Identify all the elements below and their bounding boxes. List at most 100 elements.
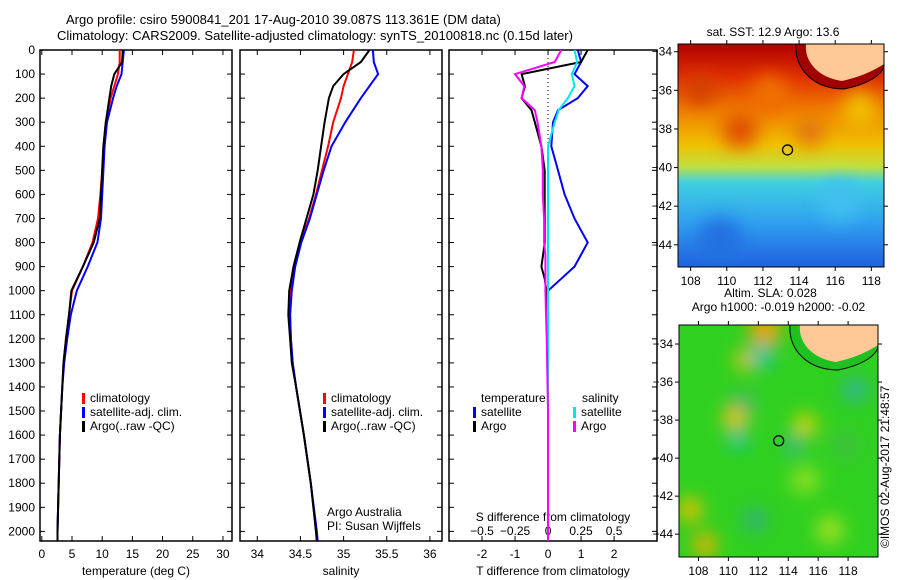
series-s-satellite <box>547 49 579 541</box>
legend-swatch <box>573 421 576 432</box>
map-title: Argo h1000: -0.019 h2000: -0.02 <box>692 300 866 314</box>
sst_map-field <box>678 44 884 267</box>
sla_map-field <box>679 325 878 557</box>
y-tick-label: 1600 <box>8 428 35 442</box>
lon-tick-label: 116 <box>826 274 845 288</box>
sla_map-frame <box>678 324 879 558</box>
legend-header: temperature <box>481 391 546 405</box>
x-tick-label: 36 <box>423 547 437 561</box>
y-tick-label: 2000 <box>8 524 35 538</box>
sst_map-frame <box>677 43 885 268</box>
series-climatology <box>56 50 121 541</box>
y-tick-label: 0 <box>28 43 35 57</box>
x-axis-label: salinity <box>323 564 360 578</box>
s-axis-label: S difference from climatology <box>476 510 631 524</box>
x-tick-label: 15 <box>126 547 140 561</box>
legend-label: satellite <box>481 405 522 419</box>
y-tick-label: 1800 <box>8 476 35 490</box>
x-tick-label: 0 <box>545 547 552 561</box>
x-tick-label: -2 <box>477 547 488 561</box>
temperature-panel: 0100200300400500600700800900100011001200… <box>8 43 233 578</box>
s-tick-label: 0.5 <box>606 524 623 538</box>
y-tick-label: 400 <box>15 139 35 153</box>
legend-swatch <box>323 393 326 404</box>
legend-swatch <box>82 393 85 404</box>
legend-swatch <box>82 421 85 432</box>
s-tick-label: −0.5 <box>470 524 494 538</box>
title-line-2: Climatology: CARS2009. Satellite-adjuste… <box>57 28 573 43</box>
temperature-frame <box>39 49 233 542</box>
x-tick-label: 1 <box>578 547 585 561</box>
legend-swatch <box>473 421 476 432</box>
legend-header: salinity <box>582 391 619 405</box>
x-tick-label: 2 <box>611 547 618 561</box>
x-tick-label: 0 <box>38 547 45 561</box>
title-line-1: Argo profile: csiro 5900841_201 17-Aug-2… <box>66 12 501 27</box>
salinity-frame <box>239 49 443 542</box>
x-axis-label: T difference from climatology <box>476 564 630 578</box>
lat-tick-label: −34 <box>652 45 673 59</box>
series-argo-raw-qc- <box>56 49 124 541</box>
x-tick-label: 5 <box>69 547 76 561</box>
legend-swatch <box>323 407 326 418</box>
lat-tick-label: −36 <box>653 375 674 389</box>
lon-tick-label: 108 <box>681 274 701 288</box>
x-tick-label: -1 <box>510 547 521 561</box>
legend-swatch <box>473 407 476 418</box>
legend-swatch <box>573 407 576 418</box>
y-tick-label: 100 <box>15 67 35 81</box>
legend-label: Argo <box>481 419 507 433</box>
annotation-text: Argo Australia <box>327 505 402 519</box>
lon-tick-label: 118 <box>839 564 858 578</box>
s-tick-label: −0.25 <box>500 524 531 538</box>
difference-frame <box>448 49 658 542</box>
copyright-text: ©IMOS 02-Aug-2017 21:48:57 <box>878 385 892 548</box>
y-tick-label: 1700 <box>8 452 35 466</box>
y-tick-label: 500 <box>15 163 35 177</box>
lon-tick-label: 114 <box>779 564 798 578</box>
legend-label: satellite-adj. clim. <box>90 405 182 419</box>
x-tick-label: 35.5 <box>375 547 399 561</box>
series-argo-raw-qc- <box>287 49 371 542</box>
legend-label: Argo(..raw -QC) <box>331 419 416 433</box>
lon-tick-label: 112 <box>749 564 768 578</box>
legend-label: satellite <box>581 405 622 419</box>
legend-label: climatology <box>331 391 391 405</box>
australia-land <box>799 325 878 362</box>
y-tick-label: 1200 <box>8 332 35 346</box>
x-tick-label: 25 <box>186 547 200 561</box>
y-tick-label: 1900 <box>8 500 35 514</box>
difference-panel: -2 -1 0 1 2 T difference from climatology −0.5… <box>448 49 658 578</box>
series-s-argo <box>513 49 563 541</box>
legend-label: Argo <box>581 419 607 433</box>
lat-tick-label: −34 <box>653 337 674 351</box>
series-satellite-adj-clim- <box>289 49 380 542</box>
legend-label: satellite-adj. clim. <box>331 405 423 419</box>
x-tick-label: 10 <box>96 547 110 561</box>
x-tick-label: 20 <box>156 547 170 561</box>
legend-label: Argo(..raw -QC) <box>90 419 175 433</box>
y-tick-label: 700 <box>15 211 35 225</box>
y-tick-label: 600 <box>15 187 35 201</box>
lon-tick-label: 110 <box>719 564 738 578</box>
s-tick-label: 0.25 <box>569 524 593 538</box>
lat-tick-label: −44 <box>652 238 673 252</box>
australia-land <box>805 44 884 81</box>
map-title: Altim. SLA: 0.028 <box>724 286 817 300</box>
y-tick-label: 1400 <box>8 380 35 394</box>
argo-location-marker <box>781 144 794 156</box>
legend-swatch <box>323 421 326 432</box>
y-tick-label: 900 <box>15 260 35 274</box>
lon-tick-label: 112 <box>753 274 772 288</box>
lon-tick-label: 116 <box>809 564 828 578</box>
lat-tick-label: −40 <box>653 451 674 465</box>
legend-label: climatology <box>90 391 150 405</box>
sla_map: 108 110 112 114 116 118 −34 −36 −38 −40 −42 −44 Alti… <box>653 286 882 578</box>
sst_map: 108 110 112 114 116 118 −34 −36 −38 −40 −42 −44 sat.… <box>652 25 888 288</box>
y-tick-label: 1100 <box>9 308 35 322</box>
salinity-panel: 34 34.5 35 35.5 36 salinity climatologysatelli… <box>239 49 443 578</box>
annotation-text: PI: Susan Wijffels <box>327 519 421 533</box>
lat-tick-label: −44 <box>653 527 674 541</box>
legend-swatch <box>82 407 85 418</box>
